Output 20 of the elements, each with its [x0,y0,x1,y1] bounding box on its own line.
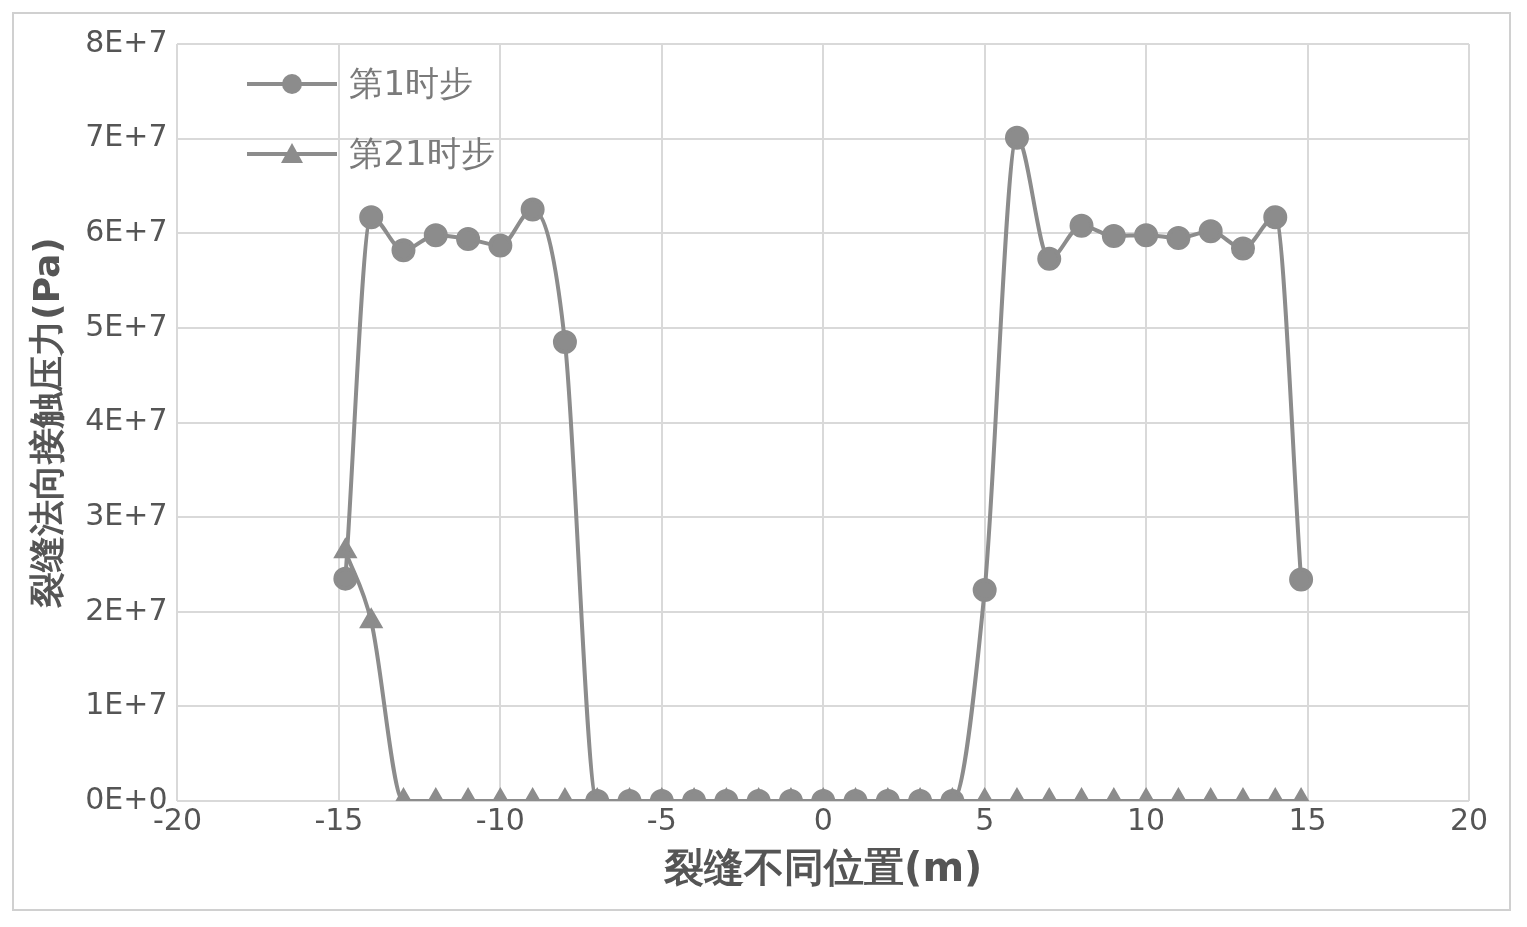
x-axis-title: 裂缝不同位置(m) [663,844,983,891]
legend-label: 第1时步 [349,62,474,105]
y-tick-label: 8E+7 [85,23,168,59]
y-tick-label: 7E+7 [85,118,168,154]
x-tick-label: 15 [1288,801,1327,837]
y-tick-label: 6E+7 [85,213,168,249]
x-tick-label: 5 [975,801,995,837]
y-axis-title: 裂缝法向接触压力(Pa) [25,237,67,609]
y-tick-label: 1E+7 [85,686,168,722]
x-tick-label: -10 [475,801,525,837]
x-tick-label: -5 [646,801,677,837]
x-tick-label: 10 [1127,801,1166,837]
x-tick-label: -15 [314,801,364,837]
x-tick-label: 0 [813,801,833,837]
x-tick-label: 20 [1449,801,1489,837]
legend-label: 第21时步 [349,132,495,175]
y-tick-label: 5E+7 [85,307,168,343]
y-tick-label: 4E+7 [85,402,168,438]
y-tick-label: 3E+7 [85,496,168,532]
y-tick-label: 2E+7 [85,591,168,627]
